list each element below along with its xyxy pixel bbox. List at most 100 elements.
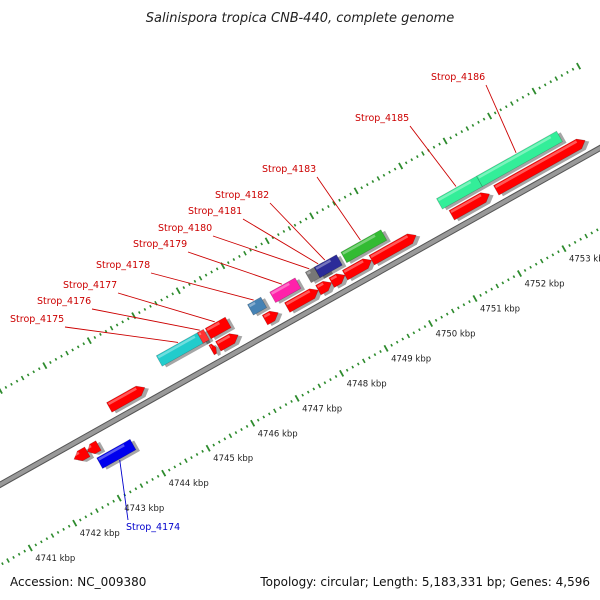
inner-tick [167,468,171,472]
inner-tick [457,306,460,310]
outer-tick [393,167,397,171]
inner-tick [284,403,288,407]
outer-tick [309,212,315,220]
inner-tick [262,415,266,419]
outer-tick [343,195,347,199]
outer-tick [126,317,130,321]
outer-tick [504,105,508,109]
outer-tick [465,126,470,131]
outer-tick [104,329,108,333]
outer-tick [527,92,530,96]
kbp-tick-label: 4741 kbp [35,554,75,564]
outer-tick [232,258,236,262]
inner-tick [106,502,110,506]
outer-tick [260,242,263,246]
gene-label-strop_4182[interactable]: Strop_4182 [215,190,269,201]
inner-tick [306,390,310,394]
inner-tick [312,387,316,391]
inner-tick [62,527,65,531]
gene-box-strop_4174 [96,438,141,470]
cds-forward-arrow [315,280,336,297]
outer-tick [421,151,425,156]
inner-tick [512,275,516,279]
inner-tick [495,283,500,289]
gene-label-strop_4186[interactable]: Strop_4186 [431,72,485,83]
kbp-tick-label: 4744 kbp [169,479,209,489]
outer-tick [398,162,404,170]
outer-tick [454,133,458,137]
kbp-tick-label: 4750 kbp [436,329,476,339]
outer-tick [60,354,63,358]
outer-tick [149,304,152,308]
inner-tick [17,552,21,556]
inner-tick [184,458,188,464]
cds-forward-arrow [106,385,149,414]
kbp-tick-label: 4749 kbp [391,354,431,364]
inner-tick [545,256,549,260]
outer-tick [65,350,69,356]
gene-label-strop_4181[interactable]: Strop_4181 [188,206,242,217]
outer-tick [404,161,408,165]
outer-tick [353,187,359,195]
gene-label-strop_4177[interactable]: Strop_4177 [63,280,117,291]
outer-tick [442,137,448,145]
inner-tick [279,406,282,410]
inner-tick [401,337,405,341]
outer-tick [15,379,19,383]
cds-track [72,138,590,462]
inner-tick [95,508,99,513]
inner-tick [412,331,416,335]
outer-tick [82,342,86,346]
gene-callout-line [150,272,254,301]
outer-tick [538,86,541,90]
inner-tick [156,474,160,478]
inner-tick [368,356,371,360]
outer-tick [554,76,559,81]
inner-tick [573,240,577,244]
inner-tick [472,295,478,302]
outer-tick [121,320,124,324]
inner-tick [301,393,304,397]
inner-tick [151,477,154,481]
gene-label-strop_4183[interactable]: Strop_4183 [262,164,316,175]
gene-label-strop_4175[interactable]: Strop_4175 [10,314,64,325]
outer-tick [382,173,386,177]
outer-tick [99,332,102,336]
inner-tick [234,431,238,435]
inner-tick [34,543,38,547]
outer-tick [277,233,280,237]
outer-tick [4,385,8,389]
gene-box-strop_4179 [269,277,306,304]
gene-callout-line [316,176,361,241]
outer-tick [287,225,292,231]
gene-label-strop_4185[interactable]: Strop_4185 [355,113,409,124]
outer-tick [349,192,352,196]
inner-tick [268,412,271,416]
outer-tick [0,388,3,395]
inner-tick [195,452,199,456]
inner-tick [90,512,93,516]
inner-tick [223,437,227,441]
outer-tick [198,275,203,281]
inner-tick [72,519,78,527]
inner-tick [78,518,82,522]
accession-label: Accession: NC_009380 [10,575,146,589]
gene-label-strop_4174[interactable]: Strop_4174 [126,522,180,533]
gene-box-strop_4183 [340,229,391,264]
gene-callout-line [485,84,517,153]
outer-tick [54,357,58,361]
outer-tick [293,223,297,227]
inner-tick [579,237,582,241]
inner-tick [418,328,421,332]
gene-label-strop_4178[interactable]: Strop_4178 [96,260,150,271]
gene-label-strop_4180[interactable]: Strop_4180 [158,223,212,234]
inner-tick [428,319,434,327]
outer-tick [76,345,80,349]
gene-label-strop_4179[interactable]: Strop_4179 [133,239,187,250]
gene-label-strop_4176[interactable]: Strop_4176 [37,296,91,307]
inner-tick [517,270,522,278]
outer-tick [560,74,564,77]
outer-tick [510,101,514,106]
outer-tick [175,287,181,295]
outer-tick [487,112,493,120]
